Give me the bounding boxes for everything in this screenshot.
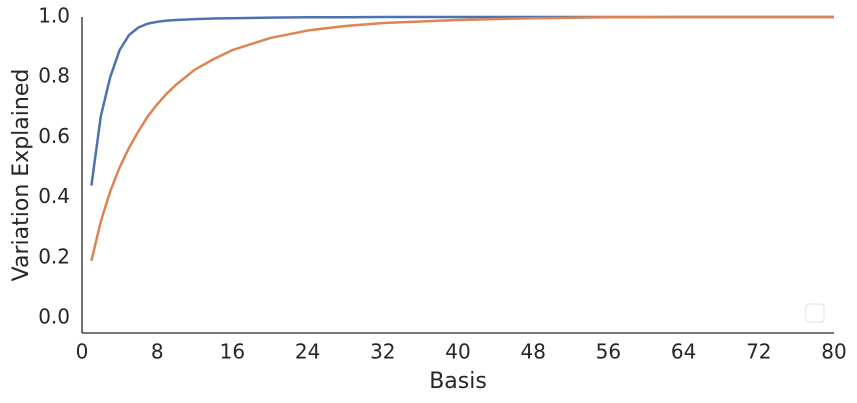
x-axis-label: Basis bbox=[429, 369, 487, 394]
line-series bbox=[90, 15, 834, 262]
x-tick-label: 32 bbox=[370, 340, 395, 364]
line-series bbox=[90, 15, 834, 186]
y-tick-label: 0.0 bbox=[38, 304, 70, 328]
legend-box bbox=[805, 303, 825, 323]
x-tick-label: 48 bbox=[520, 340, 545, 364]
x-tick-label: 72 bbox=[746, 340, 771, 364]
x-tick-label: 56 bbox=[596, 340, 621, 364]
y-tick-label: 0.4 bbox=[38, 184, 70, 208]
y-tick-label: 0.6 bbox=[38, 124, 70, 148]
x-tick-label: 16 bbox=[220, 340, 245, 364]
y-tick-label: 0.8 bbox=[38, 64, 70, 88]
y-tick-label: 0.2 bbox=[38, 244, 70, 268]
x-tick-label: 8 bbox=[151, 340, 164, 364]
x-tick-label: 64 bbox=[671, 340, 696, 364]
x-tick-label: 80 bbox=[821, 340, 846, 364]
y-axis-label: Variation Explained bbox=[9, 69, 34, 282]
x-tick-label: 40 bbox=[445, 340, 470, 364]
x-tick-label: 24 bbox=[295, 340, 320, 364]
x-tick-label: 0 bbox=[76, 340, 89, 364]
y-tick-label: 1.0 bbox=[38, 4, 70, 28]
